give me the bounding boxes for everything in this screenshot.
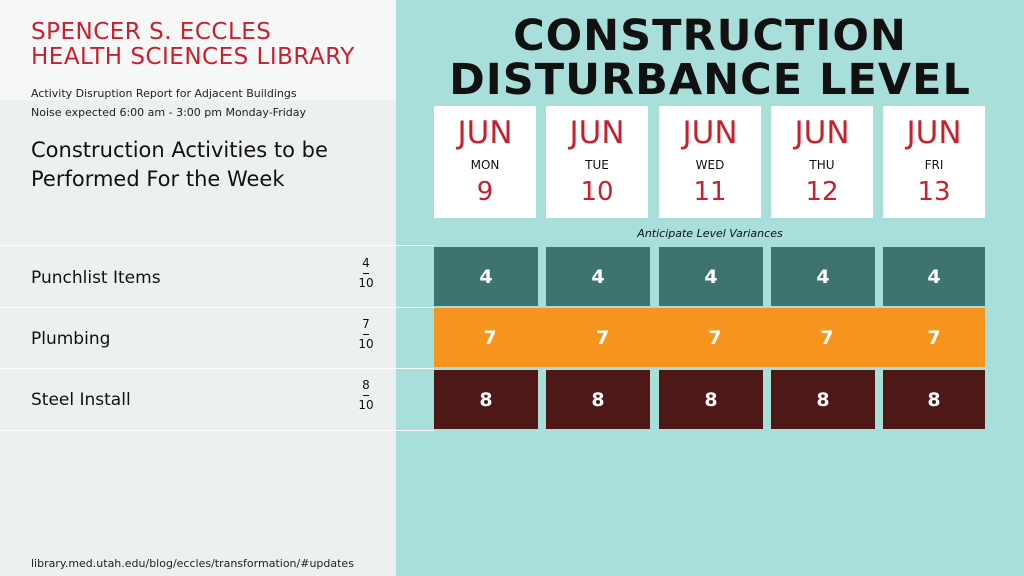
level-cell: 8 <box>659 370 763 429</box>
level-denominator: 10 <box>358 337 374 351</box>
library-title-line-2: HEALTH SCIENCES LIBRARY <box>31 44 355 70</box>
row-divider <box>0 245 434 246</box>
date-day: 11 <box>693 177 727 207</box>
level-cell: 8 <box>771 370 875 429</box>
noise-schedule: Noise expected 6:00 am - 3:00 pm Monday-… <box>31 106 306 119</box>
date-month: JUN <box>906 115 962 151</box>
level-cell: 7 <box>771 308 883 367</box>
date-card-mon: JUN MON 9 <box>434 106 536 218</box>
main-title-line-2: DISTURBANCE LEVEL <box>449 55 971 105</box>
left-header-band <box>0 0 396 100</box>
report-subtitle: Activity Disruption Report for Adjacent … <box>31 87 297 100</box>
date-month: JUN <box>569 115 625 151</box>
activity-name-punchlist: Punchlist Items <box>31 268 161 288</box>
date-weekday: TUE <box>585 158 609 172</box>
level-numerator: 4 <box>362 256 370 270</box>
date-month: JUN <box>794 115 850 151</box>
main-title-line-1: CONSTRUCTION <box>513 11 907 61</box>
date-card-thu: JUN THU 12 <box>771 106 873 218</box>
library-title-line-1: SPENCER S. ECCLES <box>31 19 272 45</box>
level-denominator: 10 <box>358 398 374 412</box>
fraction-bar <box>363 334 369 335</box>
level-cell: 4 <box>659 247 763 306</box>
fraction-bar <box>363 395 369 396</box>
level-cell: 8 <box>546 370 650 429</box>
date-weekday: THU <box>809 158 835 172</box>
date-day: 12 <box>805 177 839 207</box>
date-card-wed: JUN WED 11 <box>659 106 761 218</box>
row-divider <box>0 430 434 431</box>
level-denominator: 10 <box>358 276 374 290</box>
level-cell: 7 <box>659 308 771 367</box>
level-cell: 8 <box>434 370 538 429</box>
date-card-tue: JUN TUE 10 <box>546 106 648 218</box>
row-divider <box>0 368 434 369</box>
level-cell: 4 <box>883 247 985 306</box>
level-cell: 4 <box>771 247 875 306</box>
level-cell: 7 <box>546 308 659 367</box>
level-numerator: 7 <box>362 317 370 331</box>
date-day: 13 <box>917 177 951 207</box>
activity-level-fraction: 4 10 <box>354 257 378 290</box>
date-day: 9 <box>476 177 494 207</box>
activity-level-fraction: 8 10 <box>354 379 378 412</box>
week-activities-heading: Construction Activities to be Performed … <box>31 138 328 191</box>
date-day: 10 <box>580 177 614 207</box>
activity-name-plumbing: Plumbing <box>31 329 111 349</box>
date-weekday: WED <box>695 158 725 172</box>
blog-url[interactable]: library.med.utah.edu/blog/eccles/transfo… <box>31 557 354 570</box>
variance-note: Anticipate Level Variances <box>637 227 783 240</box>
level-cell: 7 <box>434 308 546 367</box>
activity-level-fraction: 7 10 <box>354 318 378 351</box>
level-cell: 4 <box>434 247 538 306</box>
level-cell: 7 <box>883 308 985 367</box>
date-card-fri: JUN FRI 13 <box>883 106 985 218</box>
date-month: JUN <box>457 115 513 151</box>
row-divider <box>0 307 434 308</box>
date-month: JUN <box>682 115 738 151</box>
library-title: SPENCER S. ECCLES HEALTH SCIENCES LIBRAR… <box>31 20 355 70</box>
level-cell: 4 <box>546 247 650 306</box>
date-weekday: FRI <box>924 158 944 172</box>
level-numerator: 8 <box>362 378 370 392</box>
fraction-bar <box>363 273 369 274</box>
activity-name-steel-install: Steel Install <box>31 390 131 410</box>
date-weekday: MON <box>470 158 500 172</box>
level-cell: 8 <box>883 370 985 429</box>
